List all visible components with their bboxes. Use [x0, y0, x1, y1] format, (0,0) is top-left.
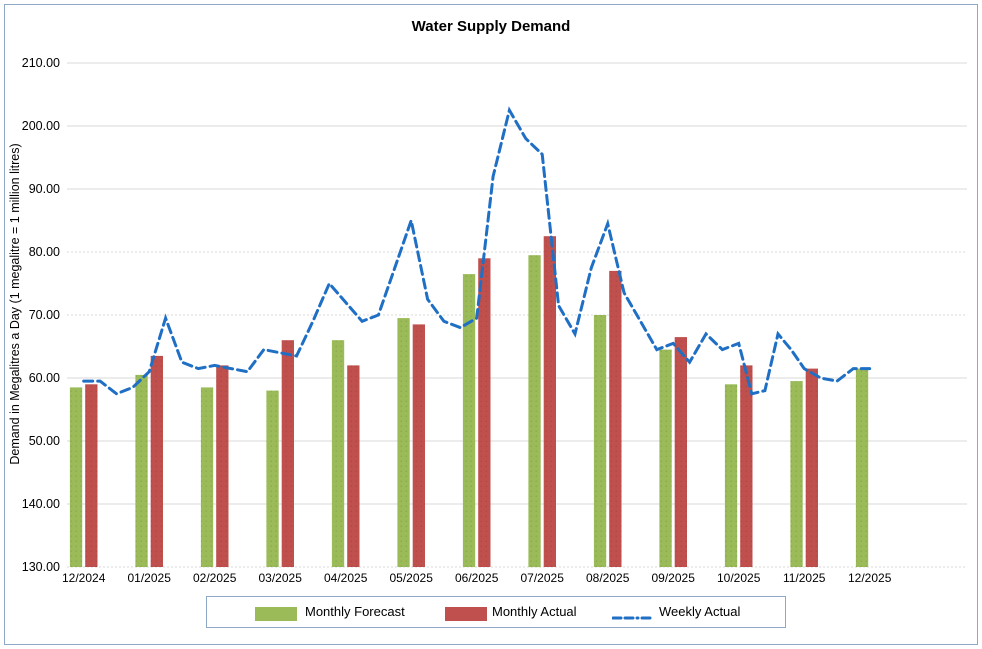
svg-text:03/2025: 03/2025 — [259, 571, 303, 585]
svg-text:50.00: 50.00 — [29, 434, 60, 448]
svg-text:140.00: 140.00 — [22, 497, 60, 511]
svg-text:210.00: 210.00 — [22, 56, 60, 70]
svg-text:10/2025: 10/2025 — [717, 571, 761, 585]
svg-text:90.00: 90.00 — [29, 182, 60, 196]
svg-text:11/2025: 11/2025 — [783, 571, 826, 585]
svg-text:02/2025: 02/2025 — [193, 571, 237, 585]
svg-text:07/2025: 07/2025 — [521, 571, 565, 585]
svg-text:130.00: 130.00 — [22, 560, 60, 574]
svg-text:09/2025: 09/2025 — [652, 571, 696, 585]
svg-text:60.00: 60.00 — [29, 371, 60, 385]
svg-text:05/2025: 05/2025 — [390, 571, 434, 585]
svg-text:06/2025: 06/2025 — [455, 571, 499, 585]
svg-text:04/2025: 04/2025 — [324, 571, 368, 585]
svg-text:12/2024: 12/2024 — [62, 571, 106, 585]
svg-text:80.00: 80.00 — [29, 245, 60, 259]
svg-text:08/2025: 08/2025 — [586, 571, 630, 585]
svg-text:200.00: 200.00 — [22, 119, 60, 133]
svg-text:70.00: 70.00 — [29, 308, 60, 322]
svg-text:12/2025: 12/2025 — [848, 571, 892, 585]
svg-text:01/2025: 01/2025 — [128, 571, 172, 585]
